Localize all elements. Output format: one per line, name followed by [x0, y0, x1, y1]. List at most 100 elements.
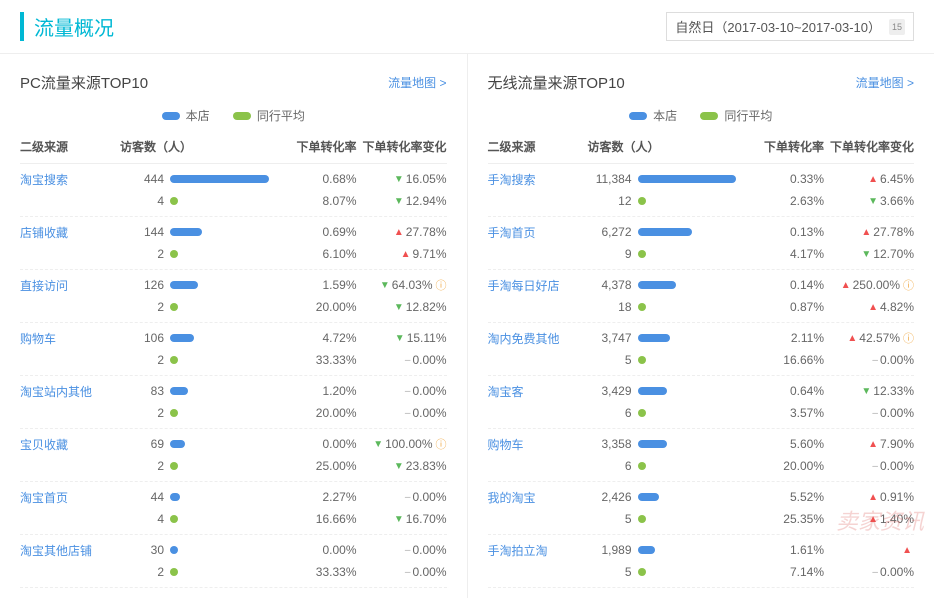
- change-value: 23.83%: [406, 459, 447, 473]
- source-link[interactable]: 手淘首页: [488, 224, 588, 241]
- visitor-count: 11,384: [588, 172, 632, 186]
- conversion-rate: 0.64%: [746, 384, 824, 398]
- visitor-count: 144: [120, 225, 164, 239]
- change-value: 0.00%: [412, 543, 446, 557]
- change-value: 6.45%: [880, 172, 914, 186]
- visitor-count: 106: [120, 331, 164, 345]
- change-arrow-icon: ▼: [394, 196, 404, 207]
- calendar-icon: 15: [889, 19, 905, 35]
- visitor-bar: [638, 387, 668, 395]
- change-arrow-icon: ▼: [394, 514, 404, 525]
- conversion-rate: 1.20%: [279, 384, 357, 398]
- source-link[interactable]: 淘宝搜索: [20, 171, 120, 188]
- source-link[interactable]: 淘内免费其他: [488, 330, 588, 347]
- source-link[interactable]: 直接访问: [20, 277, 120, 294]
- source-link[interactable]: 淘宝其他店铺: [20, 542, 120, 559]
- table-row: 购物车 106 4.72% ▼ 15.11% 2 33.33%: [20, 323, 447, 376]
- change-arrow-icon: ▼: [380, 280, 390, 291]
- visitor-bar: [638, 250, 646, 258]
- visitor-count: 69: [120, 437, 164, 451]
- visitor-bar: [170, 303, 178, 311]
- visitor-count: 18: [588, 300, 632, 314]
- change-arrow-icon: –: [872, 461, 878, 472]
- change-arrow-icon: ▼: [868, 196, 878, 207]
- conversion-rate: 0.87%: [746, 300, 824, 314]
- visitor-bar: [638, 493, 659, 501]
- source-link[interactable]: 手淘搜索: [488, 171, 588, 188]
- source-link[interactable]: 店铺收藏: [20, 224, 120, 241]
- mobile-map-link[interactable]: 流量地图 >: [856, 74, 914, 91]
- table-row: 我的淘宝 2,426 5.52% ▲ 0.91% 5 25.35%: [488, 482, 915, 535]
- change-value: 9.71%: [412, 247, 446, 261]
- mobile-panel-title: 无线流量来源TOP10: [488, 72, 625, 93]
- visitor-bar: [638, 515, 646, 523]
- legend-peer: 同行平均: [233, 107, 305, 124]
- conversion-rate: 2.11%: [746, 331, 824, 345]
- visitor-count: 4,378: [588, 278, 632, 292]
- visitor-count: 3,429: [588, 384, 632, 398]
- visitor-count: 6: [588, 406, 632, 420]
- change-value: 16.70%: [406, 512, 447, 526]
- visitor-count: 6,272: [588, 225, 632, 239]
- change-arrow-icon: ▼: [395, 333, 405, 344]
- change-arrow-icon: –: [405, 355, 411, 366]
- visitor-count: 30: [120, 543, 164, 557]
- conversion-rate: 20.00%: [279, 406, 357, 420]
- change-arrow-icon: ▲: [401, 249, 411, 260]
- visitor-count: 9: [588, 247, 632, 261]
- visitor-bar: [638, 462, 646, 470]
- conversion-rate: 4.72%: [279, 331, 357, 345]
- col-change: 下单转化率变化: [824, 138, 914, 155]
- conversion-rate: 0.69%: [279, 225, 357, 239]
- change-value: 64.03%: [392, 278, 433, 292]
- visitor-bar: [170, 493, 180, 501]
- conversion-rate: 2.63%: [746, 194, 824, 208]
- conversion-rate: 5.60%: [746, 437, 824, 451]
- change-value: 0.00%: [412, 384, 446, 398]
- change-arrow-icon: –: [405, 567, 411, 578]
- source-link[interactable]: 购物车: [20, 330, 120, 347]
- visitor-count: 1,989: [588, 543, 632, 557]
- change-arrow-icon: ▼: [373, 439, 383, 450]
- visitor-bar: [170, 546, 178, 554]
- change-value: 0.00%: [880, 565, 914, 579]
- source-link[interactable]: 淘宝站内其他: [20, 383, 120, 400]
- source-link[interactable]: 淘宝客: [488, 383, 588, 400]
- pc-panel-title: PC流量来源TOP10: [20, 72, 148, 93]
- visitor-count: 3,747: [588, 331, 632, 345]
- visitor-count: 4: [120, 194, 164, 208]
- conversion-rate: 20.00%: [746, 459, 824, 473]
- change-arrow-icon: ▲: [868, 514, 878, 525]
- change-arrow-icon: ▲: [861, 227, 871, 238]
- table-row: 购物车 3,358 5.60% ▲ 7.90% 6 20.00%: [488, 429, 915, 482]
- source-link[interactable]: 手淘每日好店: [488, 277, 588, 294]
- change-arrow-icon: ▼: [861, 249, 871, 260]
- change-value: 0.00%: [412, 490, 446, 504]
- change-arrow-icon: ▼: [394, 461, 404, 472]
- visitor-bar: [638, 409, 646, 417]
- change-value: 0.00%: [412, 406, 446, 420]
- date-picker[interactable]: 自然日（2017-03-10~2017-03-10） 15: [666, 12, 914, 41]
- source-link[interactable]: 手淘拍立淘: [488, 542, 588, 559]
- change-value: 7.90%: [880, 437, 914, 451]
- source-link[interactable]: 购物车: [488, 436, 588, 453]
- change-arrow-icon: ▲: [394, 227, 404, 238]
- change-value: 12.82%: [406, 300, 447, 314]
- visitor-count: 5: [588, 353, 632, 367]
- conversion-rate: 25.35%: [746, 512, 824, 526]
- table-row: 淘宝搜索 444 0.68% ▼ 16.05% 4 8.07%: [20, 164, 447, 217]
- source-link[interactable]: 宝贝收藏: [20, 436, 120, 453]
- source-link[interactable]: 淘宝首页: [20, 489, 120, 506]
- conversion-rate: 0.13%: [746, 225, 824, 239]
- table-row: 手淘每日好店 4,378 0.14% ▲ 250.00% ⓘ 18 0.87%: [488, 270, 915, 323]
- change-value: 3.66%: [880, 194, 914, 208]
- visitor-bar: [170, 409, 178, 417]
- conversion-rate: 4.17%: [746, 247, 824, 261]
- conversion-rate: 0.00%: [279, 543, 357, 557]
- change-value: 0.00%: [880, 459, 914, 473]
- col-source: 二级来源: [20, 138, 120, 155]
- pc-map-link[interactable]: 流量地图 >: [388, 74, 446, 91]
- source-link[interactable]: 我的淘宝: [488, 489, 588, 506]
- conversion-rate: 0.14%: [746, 278, 824, 292]
- visitor-count: 2: [120, 406, 164, 420]
